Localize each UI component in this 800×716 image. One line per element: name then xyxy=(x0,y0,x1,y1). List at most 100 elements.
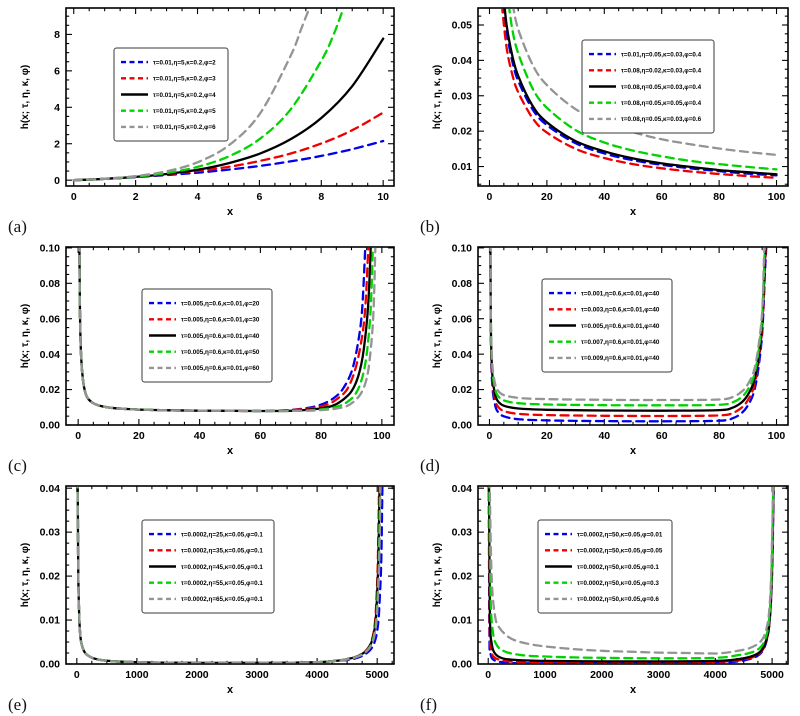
y-tick-label: 0.01 xyxy=(452,161,473,173)
y-tick-label: 8 xyxy=(54,29,60,41)
legend-box xyxy=(581,39,715,134)
x-tick-label: 0 xyxy=(487,430,493,442)
y-tick-label: 0.06 xyxy=(452,313,473,325)
series-group xyxy=(78,247,377,413)
x-tick-label: 60 xyxy=(656,191,668,203)
x-tick-label: 4 xyxy=(195,191,201,203)
y-tick-label: 4 xyxy=(54,102,60,114)
x-tick-label: 40 xyxy=(598,430,610,442)
plot-d: 0 20 40 60 80 100 0.00 0.02 0.04 0.06 0.08 0.10 x h(x… xyxy=(432,242,789,457)
tick-labels: 0 20 40 60 80 100 0.00 0.02 0.04 0.06 0.08 0.10 xyxy=(40,242,391,442)
plot-frame xyxy=(65,246,395,426)
y-tick-label: 0.08 xyxy=(452,278,473,290)
legend-label: τ=0.005,η=0.6,κ=0.01,φ=20 xyxy=(181,300,260,307)
legend-label: τ=0.0002,η=50,κ=0.05,φ=0.01 xyxy=(577,531,663,538)
x-tick-label: 6 xyxy=(256,191,262,203)
y-tick-label: 0.04 xyxy=(452,349,473,361)
x-axis-label: x xyxy=(630,445,637,457)
y-axis-label: h(x; τ, η, κ, φ) xyxy=(432,65,443,129)
legend-label: τ=0.005,η=0.6,κ=0.01,φ=30 xyxy=(181,317,260,324)
y-tick-label: 0.02 xyxy=(40,384,61,396)
legend-label: τ=0.0002,η=25,κ=0.05,φ=0.1 xyxy=(181,531,263,538)
x-tick-label: 1000 xyxy=(533,669,557,681)
y-tick-label: 0.03 xyxy=(452,527,473,539)
y-tick-label: 6 xyxy=(54,65,60,77)
x-tick-label: 100 xyxy=(373,430,391,442)
plot-e: 0 1000 2000 3000 4000 5000 0.00 0.01 0.02 0.03 0.0… xyxy=(20,483,395,696)
x-tick-label: 80 xyxy=(713,430,725,442)
y-tick-label: 0.05 xyxy=(452,20,473,32)
legend-box xyxy=(113,47,229,142)
legend-label: τ=0.0002,η=50,κ=0.05,φ=0.6 xyxy=(577,596,659,603)
panel-a: 0 2 4 6 8 10 0 2 4 6 8 x h(x; τ, η, κ, φ) τ=0.01,η=5,… xyxy=(0,0,400,238)
legend-label: τ=0.005,η=0.6,κ=0.01,φ=50 xyxy=(181,349,260,356)
legend-box xyxy=(141,519,275,614)
legend-box xyxy=(537,519,673,614)
legend-label: τ=0.08,η=0.05,κ=0.05,φ=0.4 xyxy=(621,100,702,107)
legend-label: τ=0.005,η=0.6,κ=0.01,φ=40 xyxy=(181,333,260,340)
plot-frame xyxy=(65,485,395,665)
y-tick-label: 0.02 xyxy=(40,571,61,583)
plot-frame xyxy=(477,485,789,665)
y-tick-label: 0.08 xyxy=(40,278,61,290)
x-tick-label: 1000 xyxy=(125,669,149,681)
tick-labels: 0 20 40 60 80 100 0.01 0.02 0.03 0.04 0.05 xyxy=(452,20,786,203)
series-line-blue xyxy=(72,139,385,182)
x-tick-label: 4000 xyxy=(704,669,728,681)
series-line-gray xyxy=(512,8,778,157)
x-tick-label: 4000 xyxy=(305,669,329,681)
x-tick-label: 80 xyxy=(713,191,725,203)
x-tick-label: 40 xyxy=(194,430,206,442)
legend-label: τ=0.0002,η=65,κ=0.05,φ=0.1 xyxy=(181,596,263,603)
y-tick-label: 0 xyxy=(54,175,60,187)
x-tick-label: 80 xyxy=(315,430,327,442)
legend-label: τ=0.0002,η=45,κ=0.05,φ=0.1 xyxy=(181,564,263,571)
y-tick-label: 0.04 xyxy=(40,483,61,495)
series-line-gray xyxy=(72,8,311,182)
legend-label: τ=0.01,η=5,κ=0.2,φ=5 xyxy=(153,108,216,115)
y-tick-label: 0.01 xyxy=(452,615,473,627)
legend-label: τ=0.0002,η=35,κ=0.05,φ=0.1 xyxy=(181,548,263,555)
plot-frame xyxy=(477,246,789,426)
y-tick-label: 0.00 xyxy=(40,420,61,432)
plot-a: 0 2 4 6 8 10 0 2 4 6 8 x h(x; τ, η, κ, φ) τ=0.01,η=5,… xyxy=(20,7,395,218)
legend-label: τ=0.0002,η=50,κ=0.05,φ=0.3 xyxy=(577,580,659,587)
series-line-black xyxy=(503,8,778,176)
plot-b: 0 20 40 60 80 100 0.01 0.02 0.03 0.04 0.05 x h(x; τ,… xyxy=(432,7,789,218)
series-line-red xyxy=(501,8,778,180)
series-group xyxy=(72,8,385,182)
series-line-green xyxy=(508,8,778,171)
legend-label: τ=0.0002,η=55,κ=0.05,φ=0.1 xyxy=(181,580,263,587)
y-tick-label: 0.04 xyxy=(40,349,61,361)
x-tick-label: 0 xyxy=(485,669,491,681)
legend-label: τ=0.005,η=0.6,κ=0.01,φ=60 xyxy=(181,365,260,372)
legend-label: τ=0.005,η=0.6,κ=0.01,φ=40 xyxy=(581,323,660,330)
legend-label: τ=0.0002,η=50,κ=0.05,φ=0.05 xyxy=(577,548,663,555)
series-group xyxy=(76,486,384,664)
series-line-gray xyxy=(489,247,766,402)
x-tick-label: 60 xyxy=(255,430,267,442)
series-line-gray xyxy=(76,486,382,664)
x-tick-label: 100 xyxy=(768,191,786,203)
x-tick-label: 8 xyxy=(318,191,324,203)
legend-label: τ=0.01,η=0.05,κ=0.03,φ=0.4 xyxy=(621,51,702,58)
x-tick-label: 20 xyxy=(541,191,553,203)
tick-labels: 0 2 4 6 8 10 0 2 4 6 8 xyxy=(54,29,389,203)
x-axis-label: x xyxy=(630,684,637,696)
legend-box xyxy=(541,278,673,373)
legend-label: τ=0.08,η=0.05,κ=0.03,φ=0.4 xyxy=(621,84,702,91)
series-group xyxy=(501,8,778,180)
y-axis-label: h(x; τ, η, κ, φ) xyxy=(20,304,31,368)
panel-d: 0 20 40 60 80 100 0.00 0.02 0.04 0.06 0.08 0.10 x h(x… xyxy=(400,239,800,477)
plot-f: 0 1000 2000 3000 4000 5000 0.00 0.01 0.02 0.03 0.0… xyxy=(432,483,789,696)
y-tick-label: 0.02 xyxy=(452,384,473,396)
panel-e: 0 1000 2000 3000 4000 5000 0.00 0.01 0.02 0.03 0.0… xyxy=(0,478,400,716)
x-tick-label: 0 xyxy=(71,191,77,203)
y-tick-label: 0.03 xyxy=(40,527,61,539)
legend: τ=0.0002,η=25,κ=0.05,φ=0.1 τ=0.0002,η=35,… xyxy=(141,519,275,614)
legend-label: τ=0.01,η=5,κ=0.2,φ=2 xyxy=(153,59,216,66)
legend: τ=0.01,η=0.05,κ=0.03,φ=0.4 τ=0.08,η=0.02,… xyxy=(581,39,715,134)
x-tick-label: 2000 xyxy=(185,669,209,681)
y-axis-label: h(x; τ, η, κ, φ) xyxy=(20,543,31,607)
